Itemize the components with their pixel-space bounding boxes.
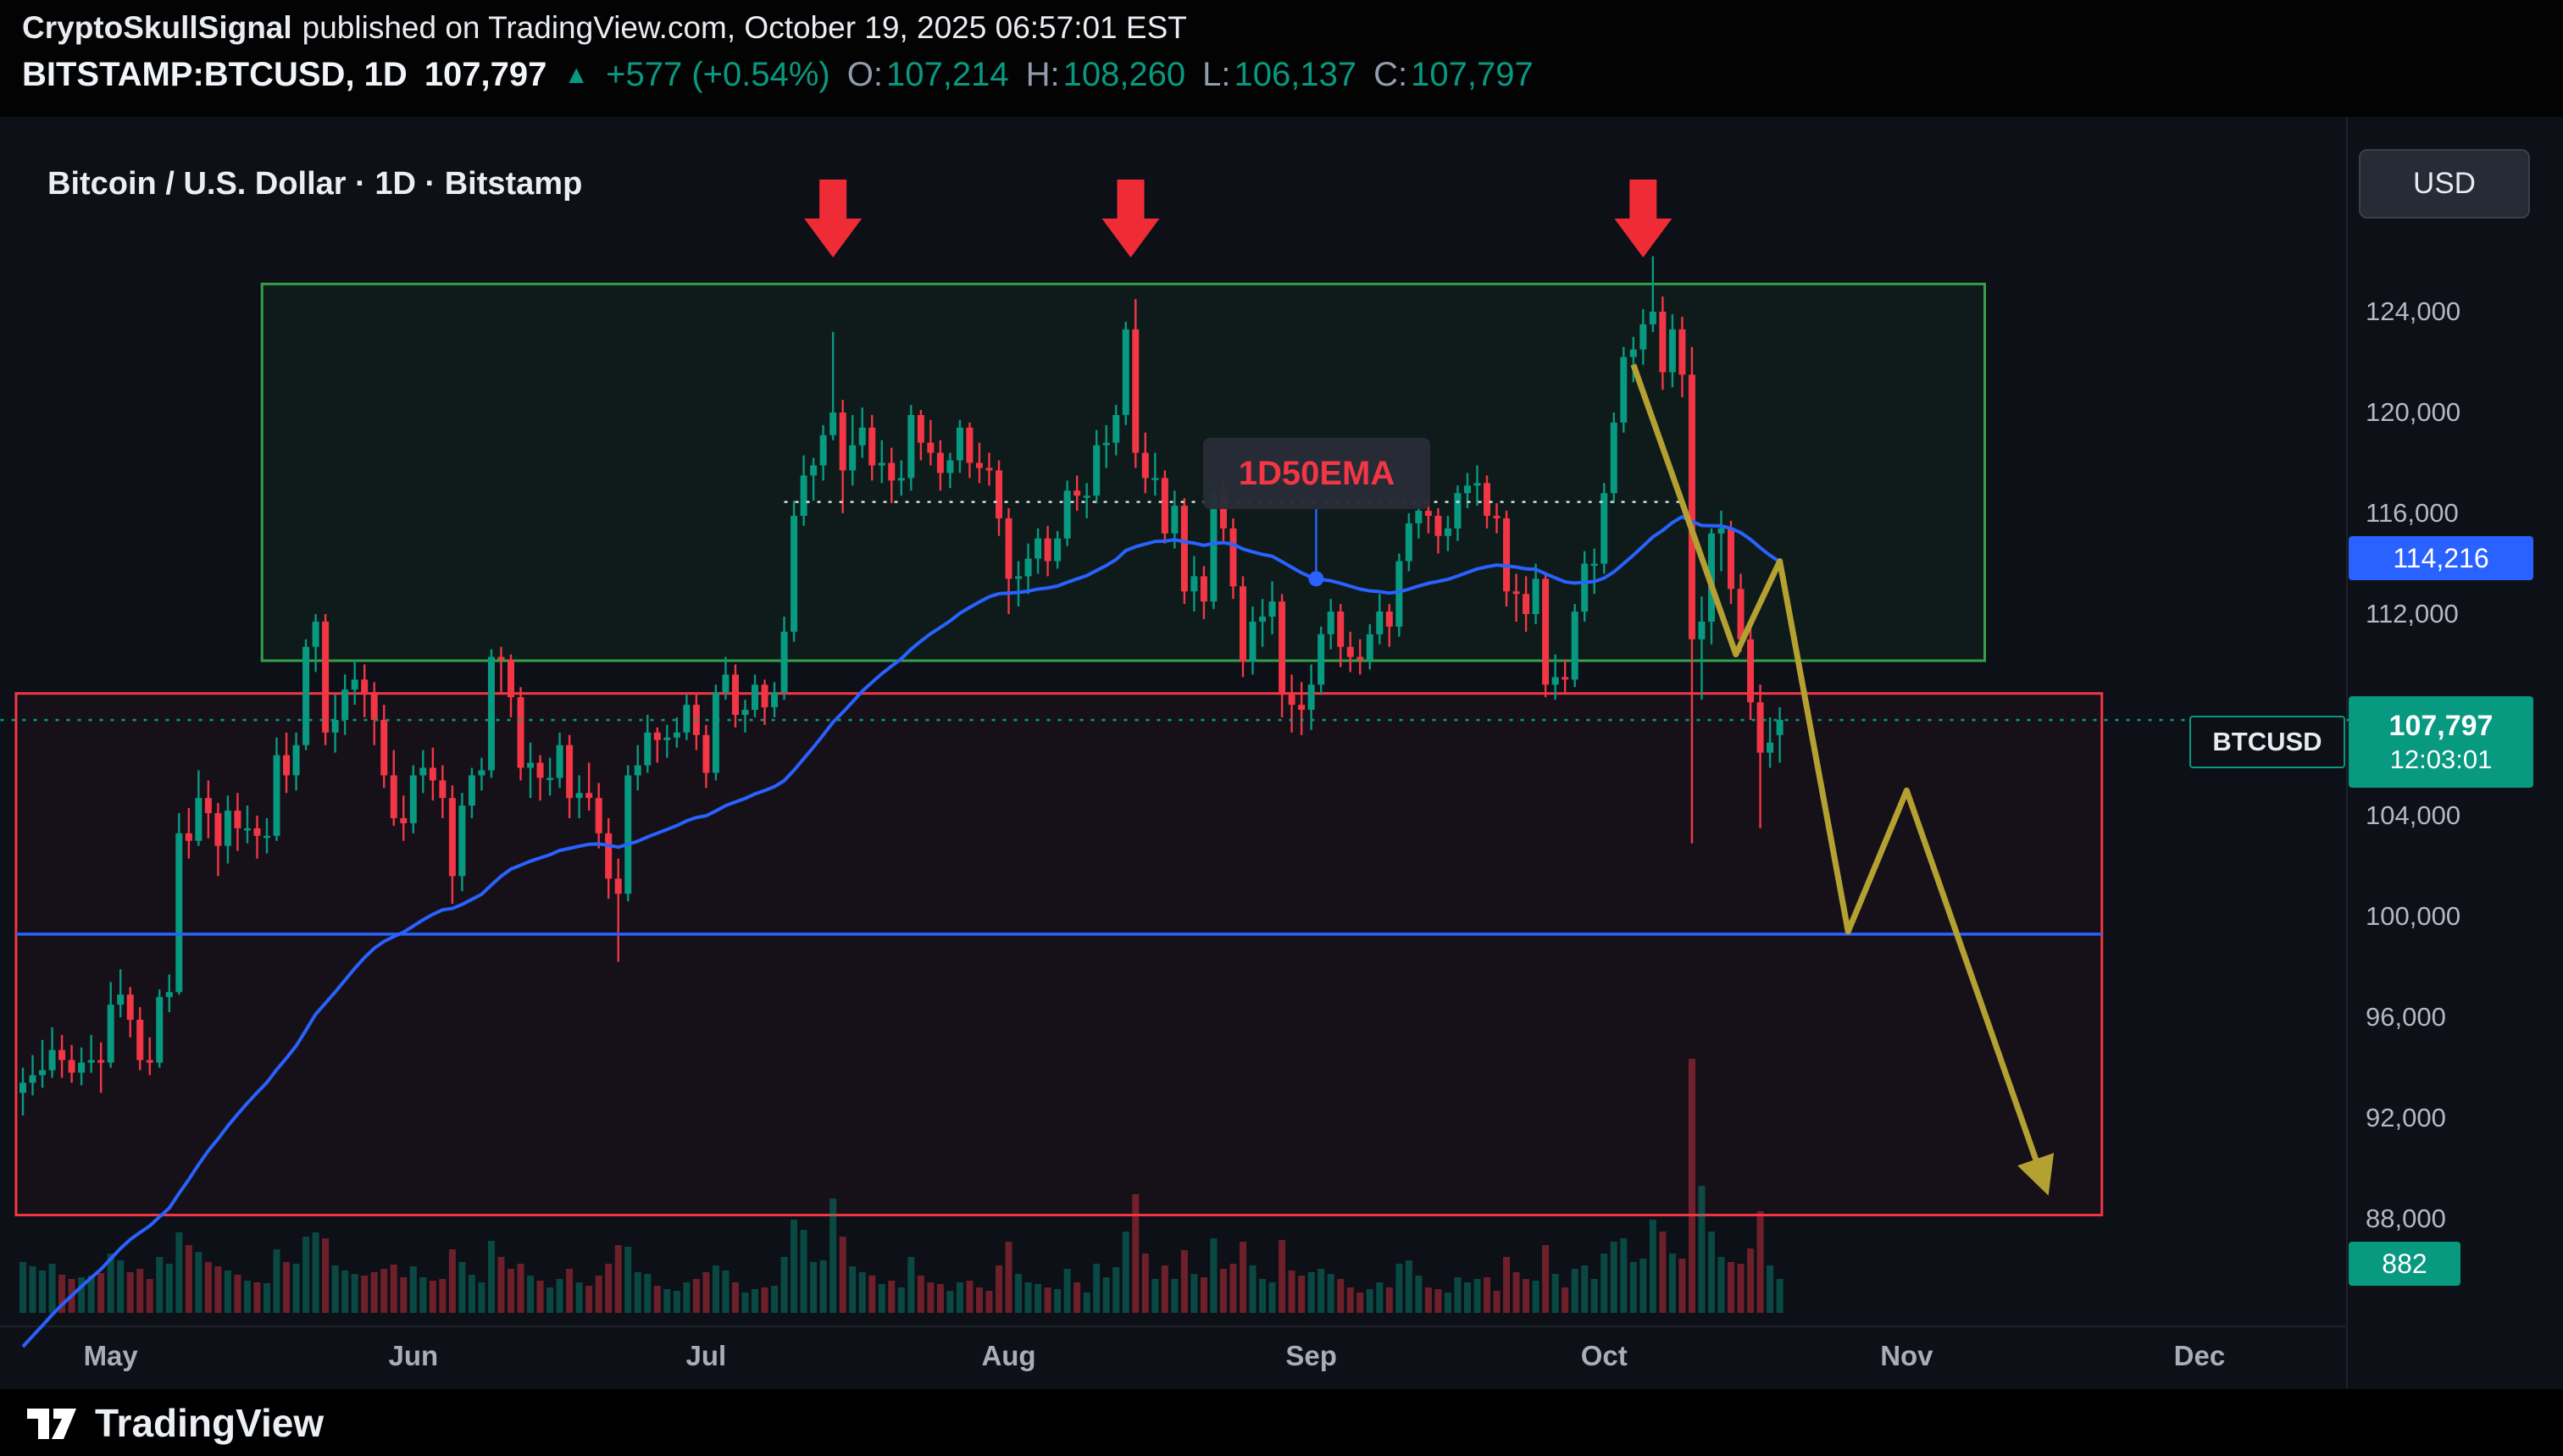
badge-price-value: 107,797	[2388, 710, 2494, 742]
price-change: +577 (+0.54%)	[606, 56, 830, 93]
chart-title: Bitcoin / U.S. Dollar · 1D · Bitstamp	[47, 166, 583, 202]
chart-background	[0, 117, 2563, 1389]
sell-signal-arrow-icon[interactable]	[1614, 180, 1673, 257]
last-price-badge: 107,797 12:03:01	[2349, 696, 2533, 788]
volume-value-badge: 882	[2349, 1242, 2460, 1286]
ema-50-line[interactable]	[21, 515, 1781, 1348]
up-triangle-icon: ▲	[563, 61, 590, 89]
sell-signal-arrow-icon[interactable]	[804, 180, 863, 257]
close-readout: C: 107,797	[1373, 56, 1534, 93]
open-readout: O: 107,214	[846, 56, 1009, 93]
last-price: 107,797	[424, 56, 547, 93]
published-text: published on TradingView.com, October 19…	[302, 10, 1187, 45]
ema-indicator-tooltip[interactable]: 1D50EMA	[1203, 438, 1430, 509]
symbol-ohlc-line: BITSTAMP:BTCUSD, 1D 107,797 ▲ +577 (+0.5…	[22, 56, 1534, 94]
publish-info-line: CryptoSkullSignal published on TradingVie…	[22, 10, 1187, 46]
currency-toggle-button[interactable]: USD	[2359, 149, 2530, 219]
publisher-name: CryptoSkullSignal	[22, 10, 292, 45]
symbol-ticker[interactable]: BITSTAMP:BTCUSD, 1D	[22, 56, 408, 93]
ema-value-badge: 114,216	[2349, 536, 2533, 580]
tradingview-brand-text[interactable]: TradingView	[95, 1400, 325, 1445]
tradingview-footer: TradingView	[0, 1389, 2563, 1456]
publisher-bar: CryptoSkullSignal published on TradingVie…	[0, 0, 2563, 117]
sell-signal-arrow-icon[interactable]	[1101, 180, 1160, 257]
low-readout: L: 106,137	[1202, 56, 1357, 93]
support-zone-box[interactable]	[14, 692, 2104, 1217]
badge-countdown: 12:03:01	[2389, 744, 2493, 774]
tradingview-logo-icon[interactable]	[25, 1402, 80, 1444]
ema-tooltip-dot	[1308, 571, 1324, 587]
projection-arrow-line[interactable]	[1630, 363, 2055, 1196]
symbol-badge: BTCUSD	[2189, 716, 2345, 768]
high-readout: H: 108,260	[1025, 56, 1186, 93]
candles-layer[interactable]	[19, 256, 1784, 1116]
plot-area[interactable]	[14, 256, 2104, 1348]
